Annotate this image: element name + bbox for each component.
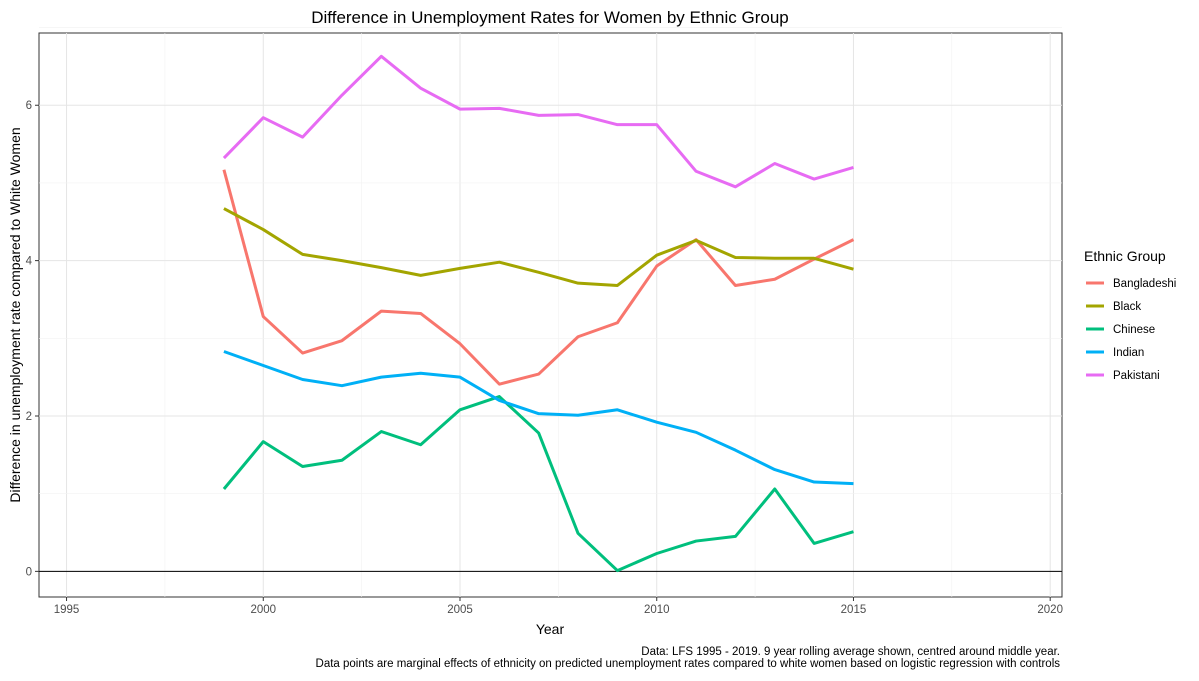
y-axis-label: Difference in unemployment rate compared… — [7, 127, 23, 502]
legend-label: Chinese — [1113, 324, 1155, 336]
x-axis-label: Year — [536, 621, 565, 637]
x-axis-ticks: 1995 2000 2005 2010 2015 2020 — [54, 597, 1063, 616]
plot-panel — [38, 32, 1063, 598]
gridlines — [39, 27, 1062, 597]
legend-label: Pakistani — [1113, 370, 1160, 382]
caption-line-2: Data points are marginal effects of ethn… — [316, 658, 1061, 670]
caption-line-1: Data: LFS 1995 - 2019. 9 year rolling av… — [641, 646, 1060, 658]
y-tick-label: 6 — [26, 100, 32, 112]
x-tick-label: 2020 — [1037, 604, 1063, 616]
x-tick-label: 1995 — [54, 604, 80, 616]
y-tick-label: 0 — [26, 566, 32, 578]
legend: Ethnic Group Bangladeshi Black Chinese Indi… — [1084, 248, 1176, 382]
x-tick-label: 2005 — [447, 604, 473, 616]
y-tick-label: 2 — [26, 411, 32, 423]
legend-label: Black — [1113, 301, 1141, 313]
legend-label: Indian — [1113, 347, 1144, 359]
series-line-chinese — [222, 395, 854, 573]
x-tick-label: 2000 — [250, 604, 276, 616]
legend-label: Bangladeshi — [1113, 278, 1176, 290]
series-line-bangladeshi — [222, 169, 855, 386]
series-line-pakistani — [222, 54, 854, 189]
x-tick-label: 2015 — [841, 604, 867, 616]
series-line-black — [223, 207, 854, 287]
x-tick-label: 2010 — [644, 604, 670, 616]
legend-title: Ethnic Group — [1084, 248, 1166, 264]
series-line-indian — [223, 350, 854, 486]
y-tick-label: 4 — [26, 256, 33, 268]
y-axis-ticks: 0 2 4 6 — [26, 100, 39, 578]
chart-title: Difference in Unemployment Rates for Wom… — [311, 8, 788, 27]
series-lines — [222, 54, 855, 573]
